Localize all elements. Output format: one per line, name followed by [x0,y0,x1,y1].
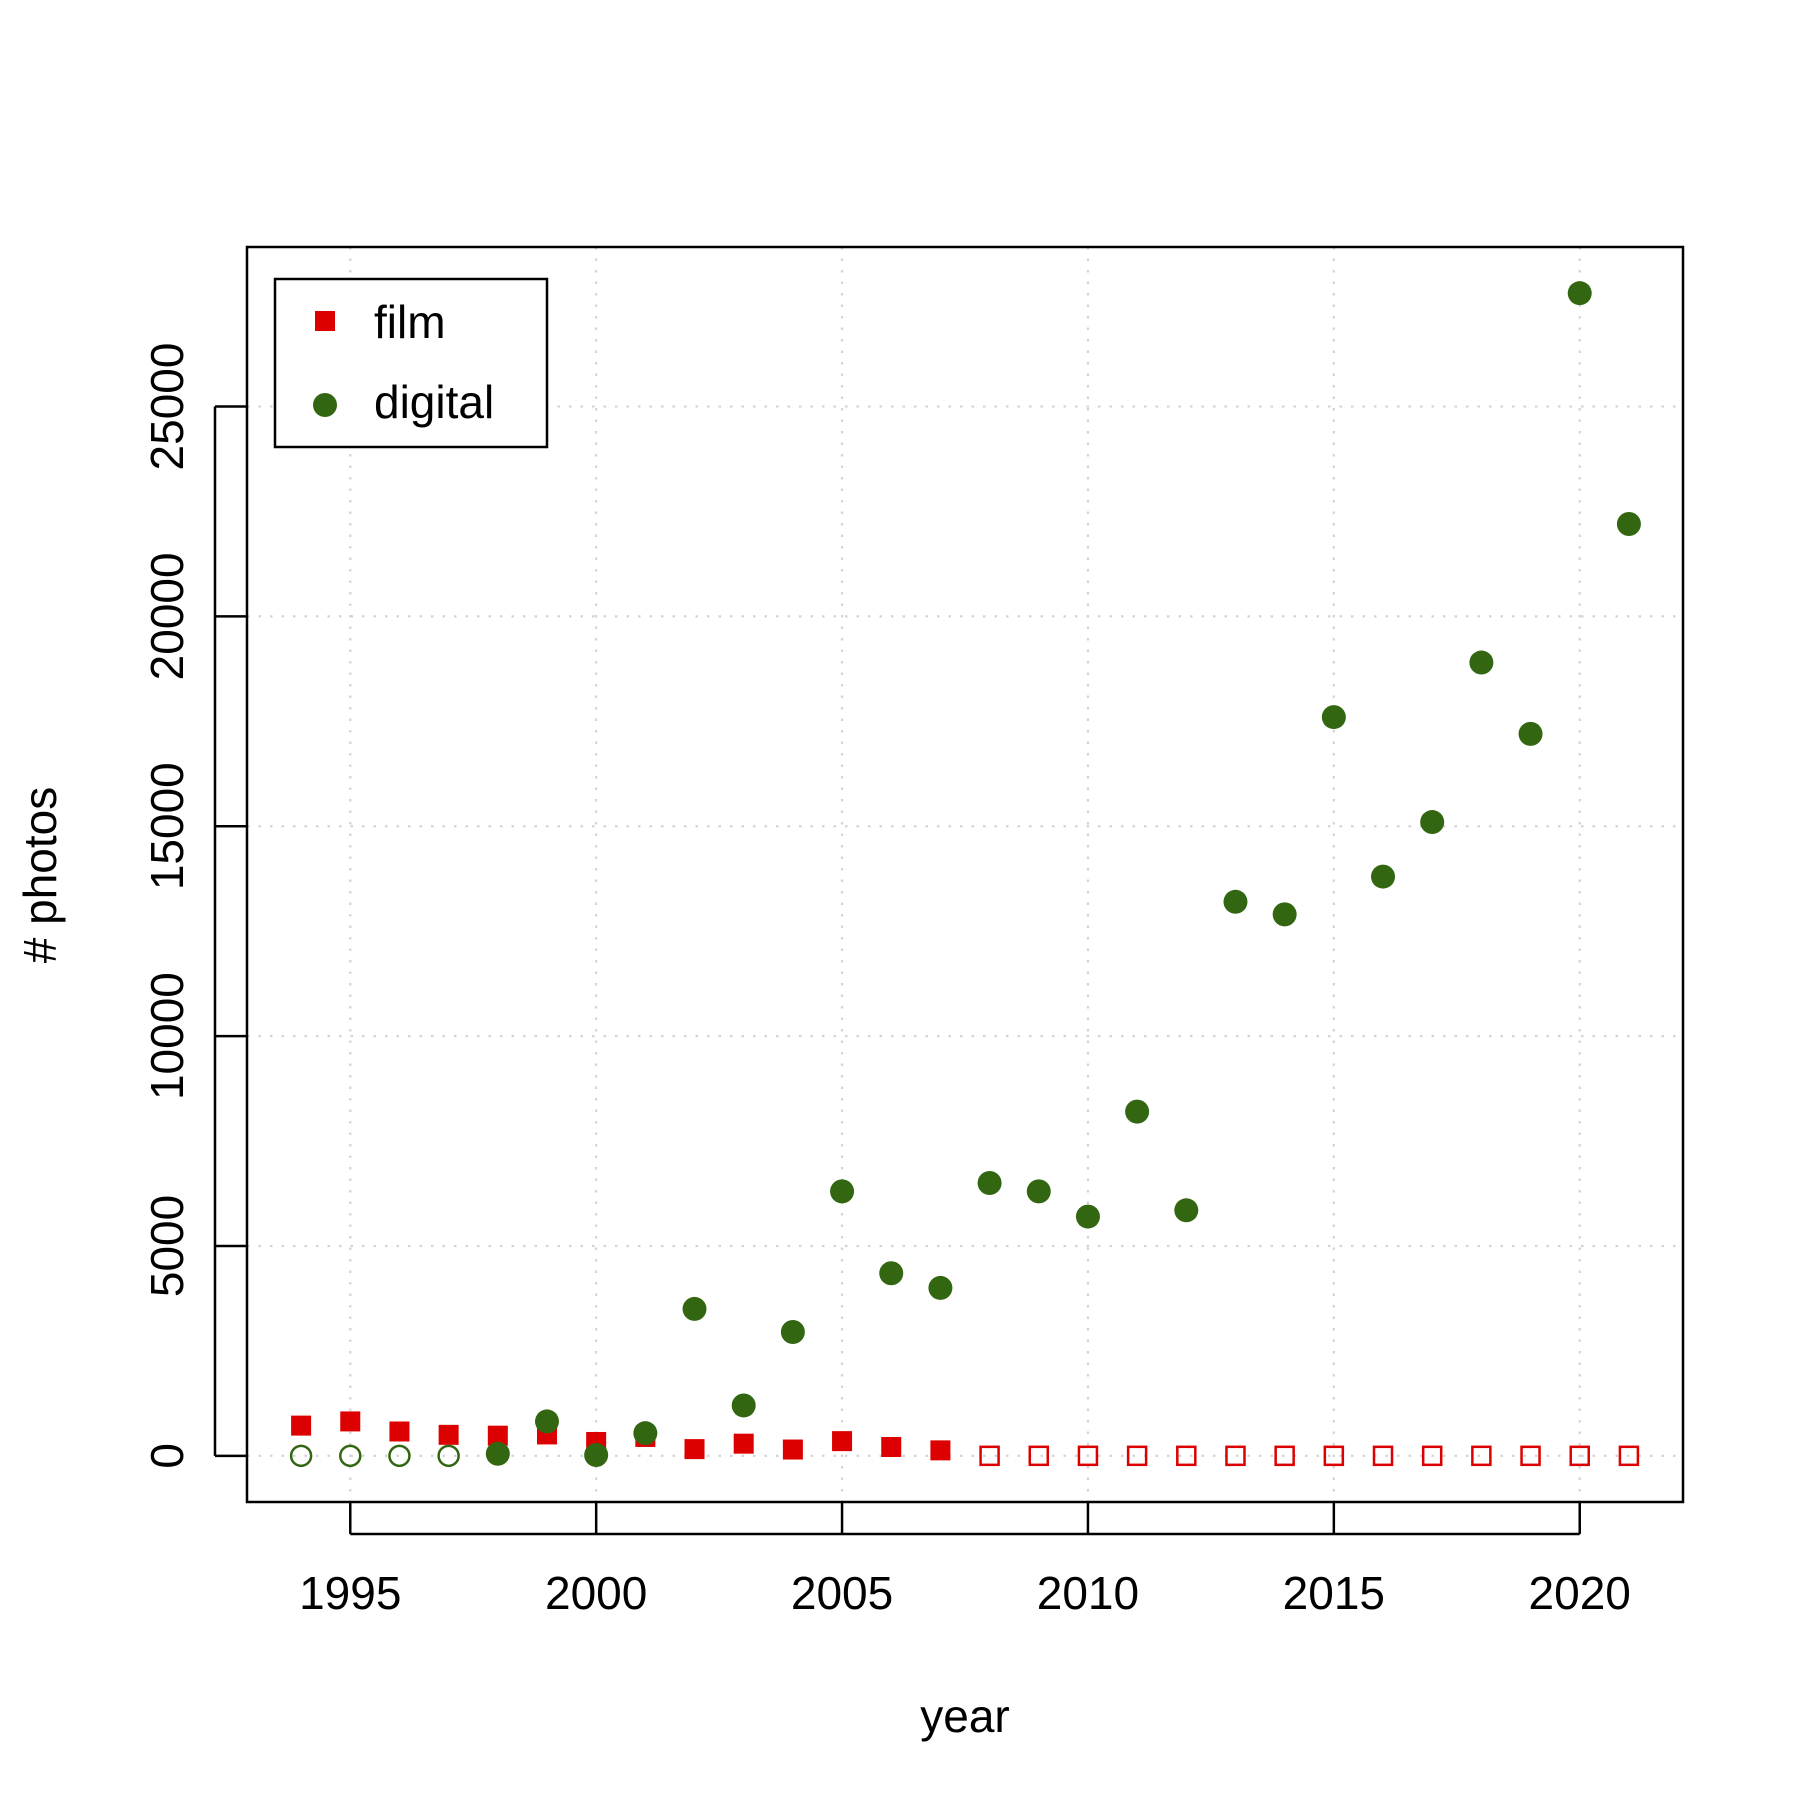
digital-point [1469,650,1494,675]
axes: 1995 2000 2005 2010 2015 2020 0 5000 10000 15000 2… [141,343,1631,1619]
film-point [1618,1445,1640,1467]
film-point [684,1439,705,1460]
legend-film-label: film [374,296,446,348]
digital-point [928,1275,953,1300]
film-point [1323,1445,1345,1467]
legend: film digital [273,277,549,449]
digital-point [1371,864,1396,889]
film-point [438,1424,459,1445]
digital-point [1223,889,1248,914]
film-point [340,1411,361,1432]
legend-box [273,277,549,449]
film-point [1421,1445,1443,1467]
digital-point [1420,810,1445,835]
digital-point [289,1444,313,1468]
x-tick-label: 2020 [1529,1567,1631,1619]
film-point [1274,1445,1295,1467]
digital-point [1518,721,1543,746]
y-tick-label: 25000 [141,343,193,471]
grid-lines [247,247,1683,1502]
x-tick-label: 2010 [1037,1567,1139,1619]
film-point [1176,1445,1197,1467]
x-tick-label: 2005 [791,1567,893,1619]
film-point [1372,1445,1394,1467]
film-point [389,1421,410,1442]
digital-point [977,1171,1002,1196]
y-tick-label: 20000 [141,552,193,680]
digital-point [1125,1099,1150,1124]
y-tick-label: 5000 [141,1195,193,1297]
film-point [487,1425,508,1446]
y-tick-label: 10000 [141,972,193,1100]
film-point [1471,1445,1492,1467]
y-axis-title: # photos [14,787,66,963]
digital-point [339,1444,362,1468]
digital-point [1174,1198,1199,1223]
film-point [1225,1445,1246,1467]
film-point [881,1437,902,1458]
film-point [733,1433,754,1454]
plot-frame [245,245,1685,1504]
x-tick-label: 2015 [1283,1567,1385,1619]
legend-digital-label: digital [374,376,494,428]
digital-point [682,1296,707,1321]
film-point [832,1431,853,1452]
digital-point [534,1409,559,1434]
digital-point [633,1421,658,1446]
legend-film-marker [315,311,335,331]
film-point [1028,1445,1050,1467]
digital-point [1567,281,1592,306]
y-tick-label: 0 [141,1443,193,1469]
film-point [1077,1445,1099,1467]
digital-point [1026,1179,1051,1204]
x-tick-label: 1995 [299,1567,401,1619]
x-tick-label: 2000 [545,1567,647,1619]
film-point [782,1439,803,1460]
film-point [1126,1445,1148,1467]
digital-point [830,1179,855,1204]
film-point [1569,1445,1590,1467]
digital-point [584,1442,609,1467]
digital-point [485,1441,510,1466]
digital-point [437,1444,460,1468]
legend-digital-marker [313,393,337,417]
digital-point [1272,902,1297,927]
film-point [930,1440,951,1461]
digital-point [1616,512,1641,537]
data-points [289,281,1641,1468]
y-tick-label: 15000 [141,762,193,890]
film-point [291,1415,312,1436]
digital-point [879,1261,904,1286]
film-point [979,1445,1000,1467]
digital-point [731,1393,756,1418]
digital-point [388,1444,411,1468]
digital-point [1075,1204,1100,1229]
x-axis-title: year [920,1690,1009,1742]
film-point [1520,1445,1541,1467]
digital-point [1321,705,1346,730]
digital-point [780,1320,805,1345]
